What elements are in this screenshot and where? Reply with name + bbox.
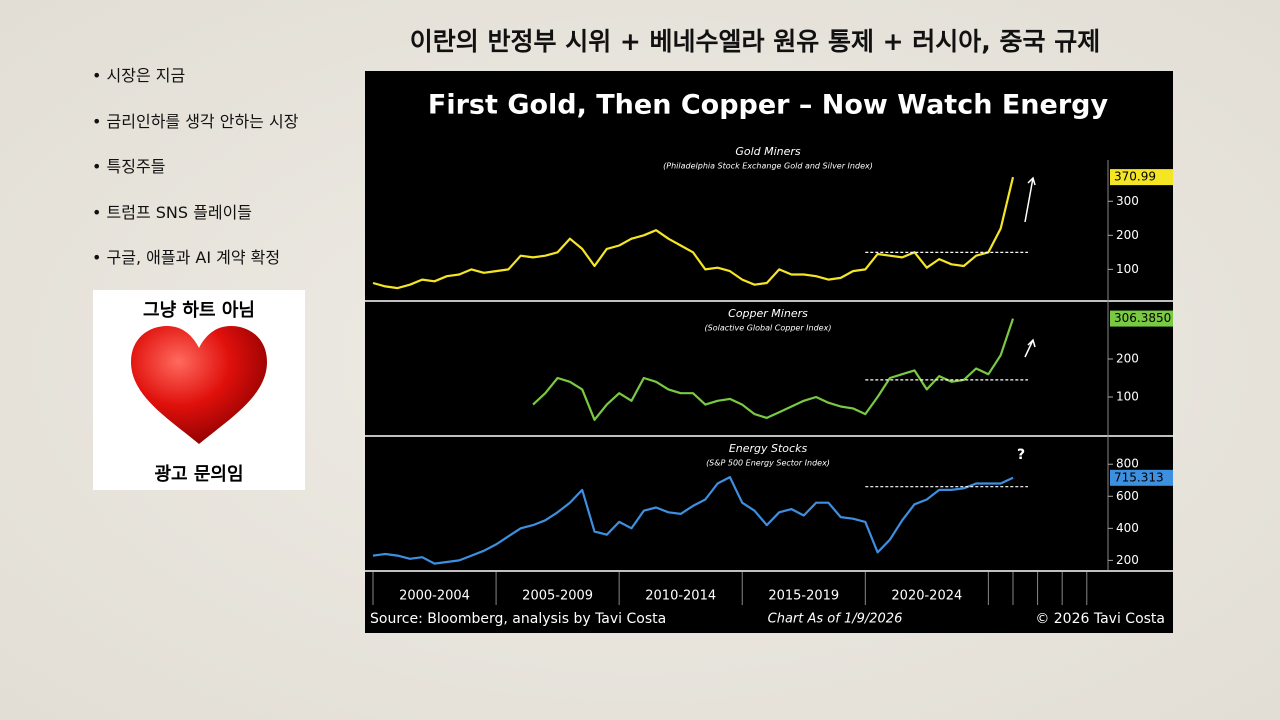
y-tick-label: 100 [1116, 390, 1139, 404]
x-tick-label: 2010-2014 [645, 589, 716, 604]
slide-title: 이란의 반정부 시위 + 베네수엘라 원유 통제 + 러시아, 중국 규제 [409, 27, 1101, 56]
ad-box: 그냥 하트 아님 광고 문의임 [93, 290, 305, 490]
annotation: ? [1017, 447, 1025, 463]
x-tick-label: 2000-2004 [399, 589, 470, 604]
y-tick-label: 200 [1116, 352, 1139, 366]
chart-title: First Gold, Then Copper – Now Watch Ener… [428, 90, 1109, 121]
series-line [372, 176, 1015, 290]
panel-title: Gold Miners [735, 145, 801, 158]
y-tick-label: 200 [1116, 553, 1139, 567]
series-line [532, 318, 1015, 421]
copyright: © 2026 Tavi Costa [1035, 611, 1165, 627]
x-tick-label: 2005-2009 [522, 589, 593, 604]
y-tick-label: 300 [1116, 194, 1139, 208]
y-tick-label: 200 [1116, 228, 1139, 242]
last-value-label: 306.3850 [1114, 311, 1171, 325]
panel-title: Energy Stocks [729, 442, 808, 455]
arrow [1024, 176, 1036, 223]
y-tick-label: 400 [1116, 521, 1139, 535]
ad-top: 그냥 하트 아님 [143, 300, 255, 321]
panel-subtitle: (S&P 500 Energy Sector Index) [706, 459, 830, 468]
bullet: 구글, 애플과 AI 계약 확정 [92, 244, 298, 290]
arrow [1024, 338, 1036, 358]
last-value-box [1110, 169, 1173, 186]
heart [131, 326, 267, 444]
panel-subtitle: (Solactive Global Copper Index) [705, 324, 832, 333]
x-tick-label: 2015-2019 [768, 589, 839, 604]
ad-bottom: 광고 문의임 [154, 464, 244, 485]
panel-subtitle: (Philadelphia Stock Exchange Gold and Si… [663, 162, 873, 171]
bullet: 금리인하를 생각 안하는 시장 [92, 108, 299, 154]
bullet: 특징주들 [92, 153, 298, 199]
bullet: 트럼프 SNS 플레이들 [92, 199, 298, 245]
as-of: Chart As of 1/9/2026 [768, 612, 903, 627]
last-value-label: 715.313 [1114, 470, 1164, 484]
y-tick-label: 600 [1116, 489, 1139, 503]
bullet: 시장은 지금 [92, 62, 298, 108]
y-tick-label: 800 [1116, 457, 1139, 471]
series-line [372, 476, 1014, 565]
last-value-label: 370.99 [1114, 170, 1156, 184]
bullet-list: 시장은 지금 금리인하를 생각 안하는 시장 특징주들 트럼프 SNS 플레이들… [92, 62, 299, 290]
x-tick-label: 2020-2024 [891, 589, 962, 604]
panel-title: Copper Miners [728, 307, 808, 320]
source: Source: Bloomberg, analysis by Tavi Cost… [370, 611, 666, 627]
y-tick-label: 100 [1116, 262, 1139, 276]
last-value-box [1110, 469, 1173, 486]
last-value-box [1110, 310, 1173, 327]
